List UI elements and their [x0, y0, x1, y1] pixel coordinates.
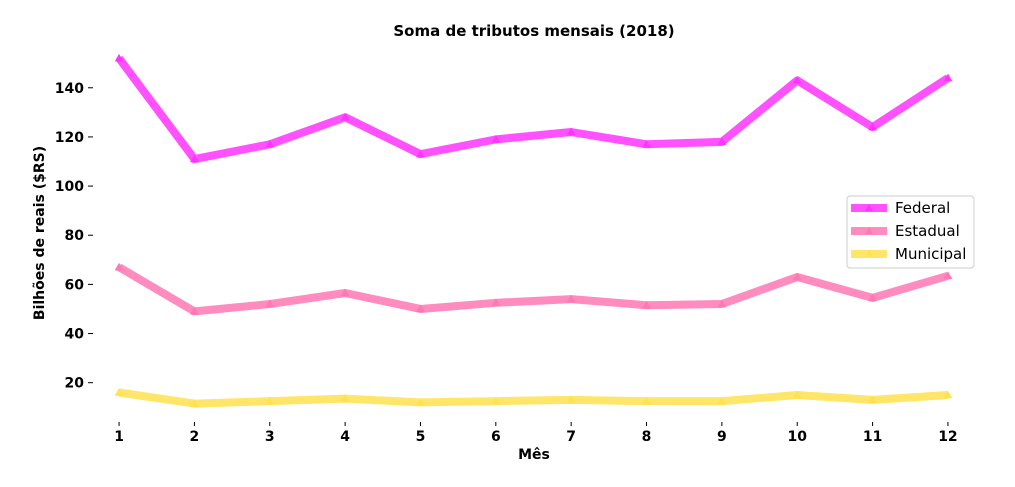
data-point-marker — [265, 299, 275, 308]
data-point-marker — [868, 395, 878, 404]
x-axis-label: Mês — [518, 447, 550, 463]
data-point-marker — [114, 53, 124, 62]
series-municipal — [114, 388, 953, 408]
x-tick-label: 2 — [190, 429, 200, 445]
chart-title: Soma de tributos mensais (2018) — [393, 22, 674, 40]
x-tick-label: 5 — [416, 429, 426, 445]
series-layer — [114, 53, 953, 408]
y-tick-label: 140 — [55, 81, 84, 97]
x-tick-label: 4 — [340, 429, 350, 445]
data-point-marker — [642, 139, 651, 148]
legend-item-municipal: Municipal — [851, 245, 966, 263]
y-tick-label: 20 — [65, 376, 85, 392]
x-axis: 1 2 3 4 5 6 7 8 9 10 11 12 — [114, 422, 958, 445]
data-point-marker — [792, 75, 802, 84]
data-point-marker — [717, 299, 727, 308]
data-point-marker — [943, 390, 953, 399]
data-point-marker — [416, 304, 425, 313]
legend-label: Municipal — [895, 245, 966, 263]
y-axis-label: Bilhões de reais ($RS) — [32, 146, 48, 320]
data-point-marker — [792, 390, 802, 399]
x-tick-label: 3 — [265, 429, 275, 445]
x-tick-label: 8 — [642, 429, 652, 445]
data-point-marker — [416, 149, 425, 158]
data-point-marker — [340, 112, 350, 121]
legend-label: Federal — [895, 199, 950, 217]
data-point-marker — [943, 73, 953, 82]
data-point-marker — [717, 137, 727, 146]
legend-item-estadual: Estadual — [851, 222, 960, 240]
data-point-marker — [340, 394, 350, 402]
y-tick-label: 40 — [65, 327, 85, 343]
legend-marker — [865, 227, 873, 234]
series-federal — [114, 53, 953, 164]
x-tick-label: 12 — [938, 429, 957, 445]
legend-marker — [865, 204, 873, 211]
data-point-marker — [265, 139, 275, 148]
data-point-marker — [642, 300, 651, 309]
x-tick-label: 6 — [491, 429, 501, 445]
series-estadual — [114, 262, 953, 316]
data-point-marker — [491, 134, 501, 143]
data-point-marker — [566, 294, 576, 303]
data-point-marker — [868, 122, 878, 131]
data-point-marker — [717, 396, 727, 405]
data-point-marker — [340, 288, 350, 297]
data-point-marker — [943, 271, 953, 280]
data-point-marker — [491, 396, 501, 405]
data-point-marker — [114, 262, 124, 271]
data-point-marker — [189, 306, 199, 315]
data-point-marker — [566, 127, 576, 136]
x-tick-label: 9 — [717, 429, 727, 445]
data-point-marker — [189, 399, 199, 407]
y-tick-label: 80 — [65, 228, 85, 244]
x-tick-label: 10 — [787, 429, 807, 445]
series-line — [118, 388, 949, 408]
data-point-marker — [491, 298, 501, 307]
legend-marker — [865, 250, 873, 257]
series-line — [117, 263, 950, 316]
legend: Federal Estadual Municipal — [846, 195, 975, 269]
x-tick-label: 1 — [114, 429, 124, 445]
legend-label: Estadual — [895, 222, 960, 240]
data-point-marker — [114, 388, 124, 396]
data-point-marker — [642, 396, 651, 405]
x-tick-label: 7 — [566, 429, 576, 445]
data-point-marker — [566, 395, 576, 404]
data-point-marker — [265, 396, 275, 405]
data-point-marker — [792, 272, 802, 281]
data-point-marker — [416, 397, 425, 406]
series-line — [115, 55, 951, 164]
y-tick-label: 60 — [65, 277, 85, 293]
legend-item-federal: Federal — [851, 199, 950, 217]
data-point-marker — [868, 293, 878, 302]
data-point-marker — [189, 154, 199, 163]
y-tick-label: 100 — [55, 179, 84, 195]
x-tick-label: 11 — [863, 429, 882, 445]
y-axis: 20 40 60 80 100 120 140 — [55, 81, 93, 392]
y-tick-label: 120 — [55, 130, 84, 146]
